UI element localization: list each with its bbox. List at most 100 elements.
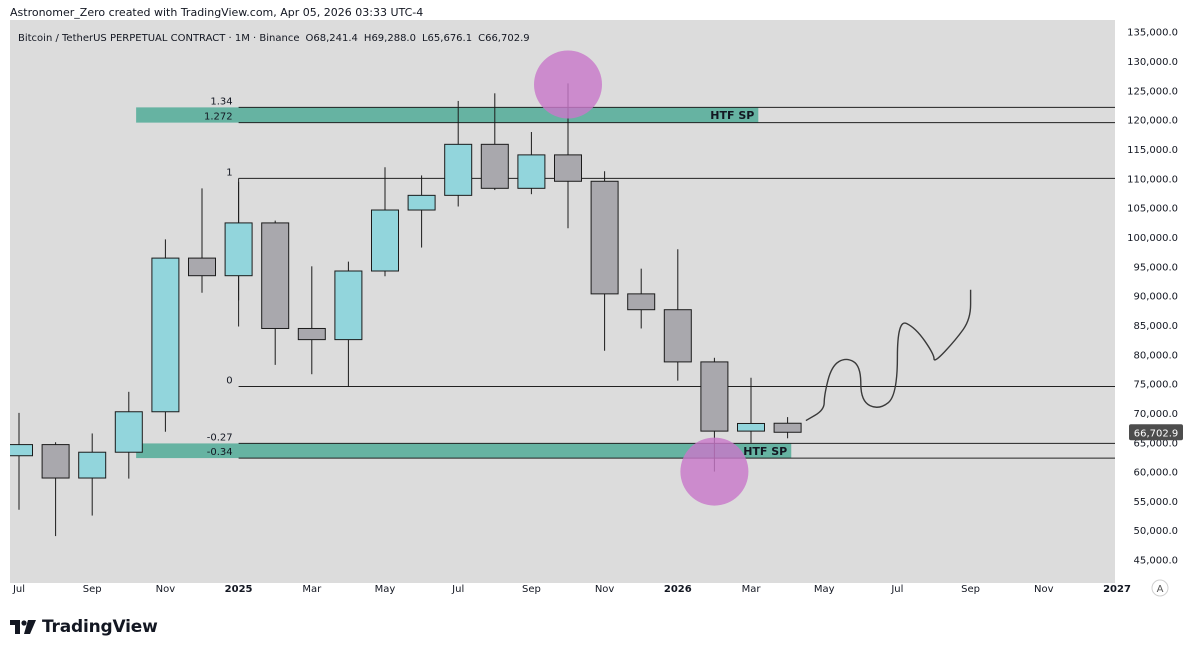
fib-label-6: -0.34 xyxy=(207,447,233,458)
y-tick-label: 110,000.0 xyxy=(1127,174,1178,185)
x-tick-label: 2026 xyxy=(664,584,692,595)
y-tick-label: 70,000.0 xyxy=(1133,409,1178,420)
x-tick-label: May xyxy=(375,584,396,595)
x-tick-label: May xyxy=(814,584,835,595)
candle-11[interactable] xyxy=(371,167,399,277)
candle-13[interactable] xyxy=(444,100,473,207)
highlight-circle-1 xyxy=(534,50,602,119)
autoscale-label[interactable]: A xyxy=(1157,584,1164,595)
candle-body xyxy=(297,327,326,341)
price-chart[interactable]: HTF SP HTF SP 1.34 1.272 1 0 -0.27 -0.34 45,00… xyxy=(10,20,1190,600)
last-price-label: 66,702.9 xyxy=(1134,428,1179,439)
candle-2[interactable] xyxy=(41,442,70,537)
autoscale-circle[interactable] xyxy=(1151,579,1169,597)
candle-body xyxy=(554,154,582,182)
x-tick-label: Jul xyxy=(890,584,903,595)
chart-credit: Astronomer_Zero created with TradingView… xyxy=(10,6,424,19)
x-tick-label: Jul xyxy=(451,584,464,595)
x-tick-label: Sep xyxy=(961,584,980,595)
candle-body xyxy=(663,309,692,363)
candle-9[interactable] xyxy=(297,266,326,375)
candle-5[interactable] xyxy=(151,239,180,432)
candle-3[interactable] xyxy=(78,433,107,516)
candle-7[interactable] xyxy=(224,181,253,301)
tradingview-logo-icon xyxy=(10,620,36,634)
htf-zone-2[interactable] xyxy=(136,443,792,459)
x-tick-label: Nov xyxy=(156,584,176,595)
candle-body xyxy=(10,444,33,457)
y-tick-label: 45,000.0 xyxy=(1133,556,1178,567)
y-tick-label: 55,000.0 xyxy=(1133,497,1178,508)
candle-body xyxy=(517,154,546,189)
candle-body xyxy=(700,361,729,432)
x-tick-label: Mar xyxy=(302,584,322,595)
candle-8[interactable] xyxy=(261,220,290,365)
y-tick-label: 115,000.0 xyxy=(1127,145,1178,156)
x-tick-label: Nov xyxy=(595,584,615,595)
y-tick-label: 80,000.0 xyxy=(1133,350,1178,361)
candle-17[interactable] xyxy=(590,171,619,351)
candle-body xyxy=(444,143,473,196)
candle-body xyxy=(78,451,107,479)
legend-symbol: Bitcoin / TetherUS PERPETUAL CONTRACT · … xyxy=(18,33,300,44)
candle-14[interactable] xyxy=(480,93,509,191)
y-tick-label: 85,000.0 xyxy=(1133,321,1178,332)
candle-18[interactable] xyxy=(627,268,656,329)
candle-body xyxy=(590,180,619,295)
candle-body xyxy=(407,194,436,211)
candle-19[interactable] xyxy=(663,249,692,381)
candle-body xyxy=(480,143,509,189)
y-tick-label: 100,000.0 xyxy=(1127,233,1178,244)
candle-body xyxy=(114,411,143,453)
candle-16[interactable] xyxy=(554,83,582,229)
fib-label-1: 1.34 xyxy=(210,96,232,107)
candle-4[interactable] xyxy=(114,391,143,479)
candle-body xyxy=(737,422,765,432)
candle-body xyxy=(261,222,290,329)
chart-frame[interactable]: HTF SP HTF SP 1.34 1.272 1 0 -0.27 -0.34 45,00… xyxy=(10,20,1190,600)
fib-label-3: 1 xyxy=(226,167,232,178)
legend-open: O68,241.4 xyxy=(306,33,358,44)
y-tick-label: 65,000.0 xyxy=(1133,438,1178,449)
htf-zone-label-1: HTF SP xyxy=(710,109,754,122)
candle-10[interactable] xyxy=(334,261,363,387)
legend-line: Bitcoin / TetherUS PERPETUAL CONTRACT · … xyxy=(18,33,530,44)
price-axis[interactable] xyxy=(1115,20,1190,583)
x-tick-label: Jul xyxy=(12,584,25,595)
last-price-tag[interactable] xyxy=(1129,424,1183,441)
candle-21[interactable] xyxy=(737,377,765,443)
x-tick-label: Sep xyxy=(83,584,102,595)
fib-label-5: -0.27 xyxy=(207,432,233,443)
time-axis[interactable] xyxy=(10,583,1190,600)
candle-body xyxy=(41,444,70,479)
candle-6[interactable] xyxy=(188,188,216,293)
htf-zone-1[interactable] xyxy=(136,107,759,123)
y-tick-label: 125,000.0 xyxy=(1127,86,1178,97)
y-tick-label: 60,000.0 xyxy=(1133,468,1178,479)
y-tick-label: 90,000.0 xyxy=(1133,292,1178,303)
candle-body xyxy=(627,293,656,311)
y-tick-label: 130,000.0 xyxy=(1127,57,1178,68)
candle-1[interactable] xyxy=(10,412,33,510)
x-tick-label: Mar xyxy=(742,584,762,595)
legend-close: C66,702.9 xyxy=(478,33,530,44)
legend-high: H69,288.0 xyxy=(364,33,416,44)
candle-15[interactable] xyxy=(517,132,546,195)
highlight-circle-2 xyxy=(680,437,749,506)
candle-body xyxy=(224,222,253,277)
autoscale-button[interactable]: A xyxy=(1151,579,1169,597)
fib-label-2: 1.272 xyxy=(204,112,233,123)
tradingview-logo: TradingView xyxy=(10,616,158,638)
x-tick-label: 2025 xyxy=(225,584,253,595)
candle-body xyxy=(188,257,216,277)
candle-22[interactable] xyxy=(773,417,802,439)
y-tick-label: 105,000.0 xyxy=(1127,204,1178,215)
htf-zone-label-2: HTF SP xyxy=(743,445,787,458)
candle-12[interactable] xyxy=(407,175,436,248)
y-tick-label: 75,000.0 xyxy=(1133,380,1178,391)
projection-path[interactable] xyxy=(805,289,972,422)
y-tick-label: 50,000.0 xyxy=(1133,526,1178,537)
candle-body xyxy=(773,422,802,433)
y-tick-label: 135,000.0 xyxy=(1127,28,1178,39)
candle-20[interactable] xyxy=(700,357,729,472)
